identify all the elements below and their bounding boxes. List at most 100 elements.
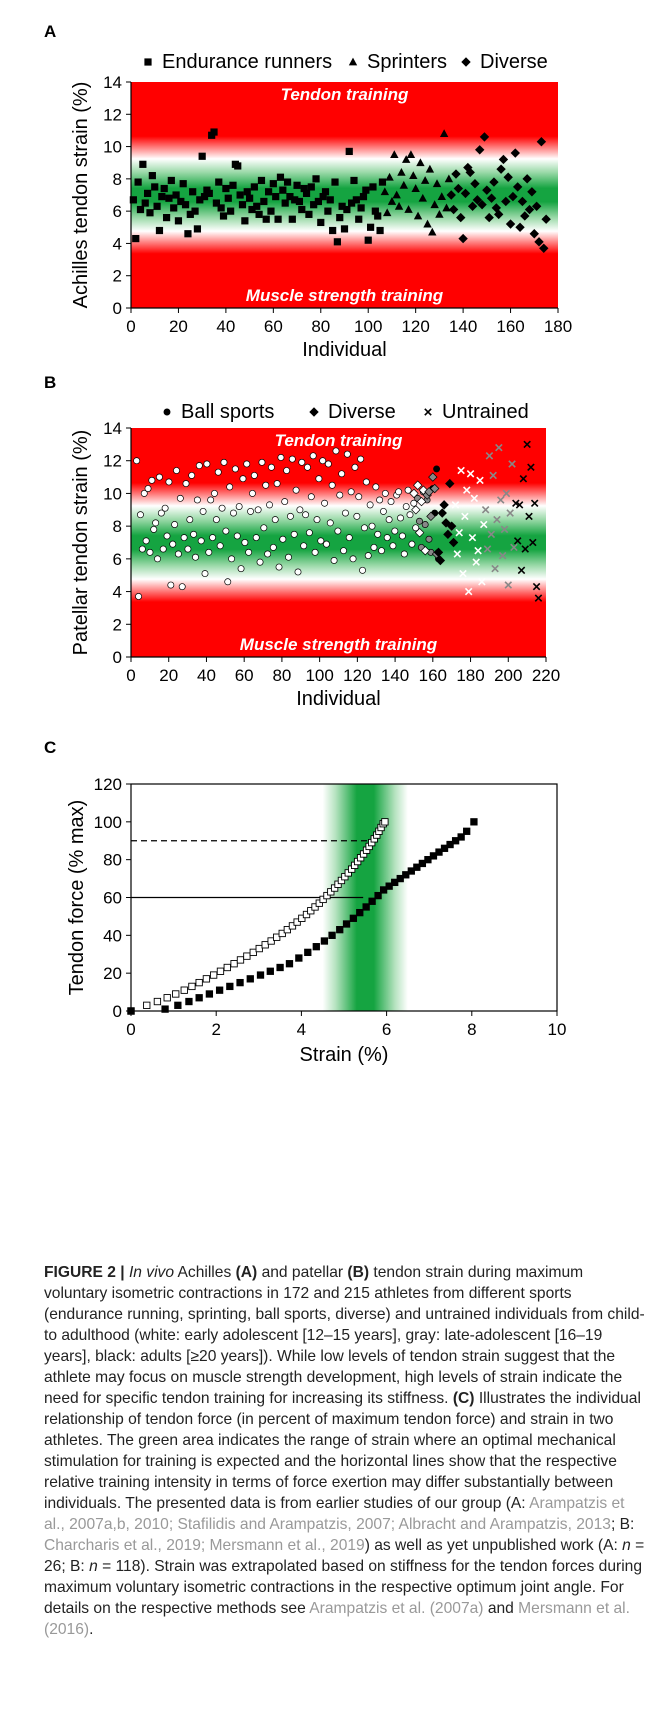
point-cross <box>502 489 511 498</box>
y-tick-label: 14 <box>103 73 122 92</box>
point-cross <box>464 587 473 596</box>
zone-label-muscle-strength-training: Muscle strength training <box>240 635 438 654</box>
cross-stroke <box>489 471 497 480</box>
point-filled-square <box>205 990 214 998</box>
point-circle <box>182 480 190 488</box>
point-circle <box>288 455 296 463</box>
point-open-square <box>319 895 327 904</box>
citation-link[interactable]: Mersmann et al. (2016) <box>44 1600 630 1638</box>
point-circle <box>211 489 218 497</box>
x-tick-label: 120 <box>343 666 371 685</box>
point-circle <box>355 493 363 501</box>
point-square <box>132 234 140 243</box>
point-cross <box>513 537 522 545</box>
point-triangle <box>418 193 427 202</box>
point-diamond <box>465 167 475 178</box>
point-square <box>355 215 363 223</box>
point-filled-square <box>246 975 254 983</box>
point-triangle <box>416 158 425 167</box>
point-diamond <box>477 199 487 210</box>
point-square <box>227 207 235 215</box>
x-tick-label: 0 <box>126 317 135 336</box>
citation-link[interactable]: Charcharis et al., 2019; Mersmann et al.… <box>44 1537 365 1554</box>
point-diamond <box>456 212 466 223</box>
point-square <box>324 207 332 215</box>
point-square <box>264 188 273 196</box>
point-circle <box>148 476 156 484</box>
point-diamond <box>424 487 434 497</box>
point-filled-square <box>215 986 224 994</box>
point-square <box>174 217 183 225</box>
point-filled-square <box>440 844 449 852</box>
point-cross <box>478 577 486 586</box>
point-square <box>144 189 152 197</box>
x-tick-label: 80 <box>272 666 291 685</box>
caption-in-vivo: In vivo <box>128 1264 175 1281</box>
y-tick-label: 4 <box>113 583 122 602</box>
point-square <box>269 180 277 188</box>
y-tick-label: 10 <box>103 138 122 157</box>
cross-stroke <box>487 530 496 539</box>
point-circle <box>391 527 399 535</box>
point-cross <box>491 564 499 573</box>
point-circle <box>138 545 146 553</box>
point-filled-square <box>424 856 432 864</box>
point-diamond <box>458 233 468 244</box>
point-cross <box>521 545 530 553</box>
point-diamond <box>470 179 480 189</box>
point-circle <box>228 555 236 563</box>
point-square <box>243 188 251 196</box>
point-open-square <box>188 982 196 991</box>
point-square <box>153 202 161 210</box>
point-circle <box>400 550 408 558</box>
point-filled-square <box>413 863 421 871</box>
point-cross <box>470 494 479 503</box>
point-circle <box>239 475 247 483</box>
point-diamond <box>496 164 506 174</box>
point-circle <box>273 480 281 488</box>
point-circle <box>309 452 317 460</box>
point-diamond <box>534 237 544 247</box>
point-diamond <box>443 529 453 540</box>
point-square <box>229 181 237 189</box>
point-filled-square <box>266 967 274 975</box>
x-tick-label: 60 <box>235 666 254 685</box>
point-diamond <box>453 183 464 194</box>
point-circle <box>395 488 403 496</box>
legend-label: Untrained <box>442 401 529 423</box>
point-circle <box>317 537 325 545</box>
point-circle <box>366 501 374 509</box>
point-triangle <box>397 168 406 176</box>
y-tick-label: 12 <box>103 105 122 124</box>
point-square <box>333 238 341 246</box>
point-square <box>319 193 327 201</box>
point-square <box>248 205 256 214</box>
point-triangle <box>435 209 444 218</box>
point-circle <box>207 496 215 504</box>
point-cross <box>487 530 496 539</box>
point-circle <box>376 496 384 504</box>
citation-link[interactable]: Arampatzis et al. (2007a) <box>309 1600 484 1617</box>
x-tick-label: 2 <box>211 1020 220 1039</box>
point-square <box>288 215 296 223</box>
point-filled-square <box>295 954 303 962</box>
point-diamond <box>426 511 436 522</box>
point-circle <box>269 543 277 551</box>
y-tick-label: 6 <box>113 550 122 569</box>
point-circle <box>338 470 346 478</box>
cross-stroke <box>500 525 509 534</box>
x-tick-label: 40 <box>216 317 235 336</box>
point-square <box>241 217 249 225</box>
point-square <box>189 188 197 196</box>
citation-link[interactable]: Arampatzis et al., 2007a,b, 2010; Stafil… <box>44 1495 625 1533</box>
cross-stroke <box>424 408 432 416</box>
point-circle <box>408 540 416 548</box>
point-circle <box>216 542 224 550</box>
point-filled-square <box>379 886 388 894</box>
point-open-square <box>243 952 251 960</box>
point-triangle <box>444 174 454 183</box>
point-circle <box>402 503 410 510</box>
point-circle <box>324 460 332 468</box>
point-diamond <box>505 219 516 229</box>
point-diamond <box>446 190 456 200</box>
